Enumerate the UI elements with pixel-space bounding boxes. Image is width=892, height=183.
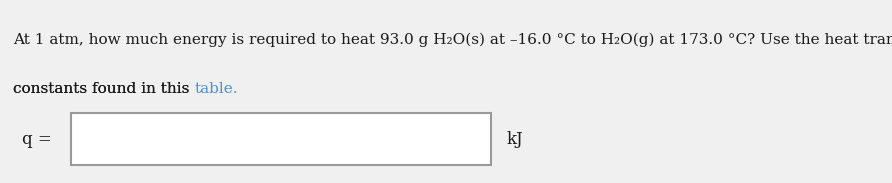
Text: kJ: kJ [507, 131, 524, 147]
Text: constants found in this: constants found in this [13, 82, 194, 96]
Text: constants found in this: constants found in this [13, 82, 194, 96]
Text: table.: table. [194, 82, 238, 96]
Text: At 1 atm, how much energy is required to heat 93.0 g H₂O(s) at –16.0 °C to H₂O(g: At 1 atm, how much energy is required to… [13, 33, 892, 47]
Text: q =: q = [22, 131, 52, 147]
